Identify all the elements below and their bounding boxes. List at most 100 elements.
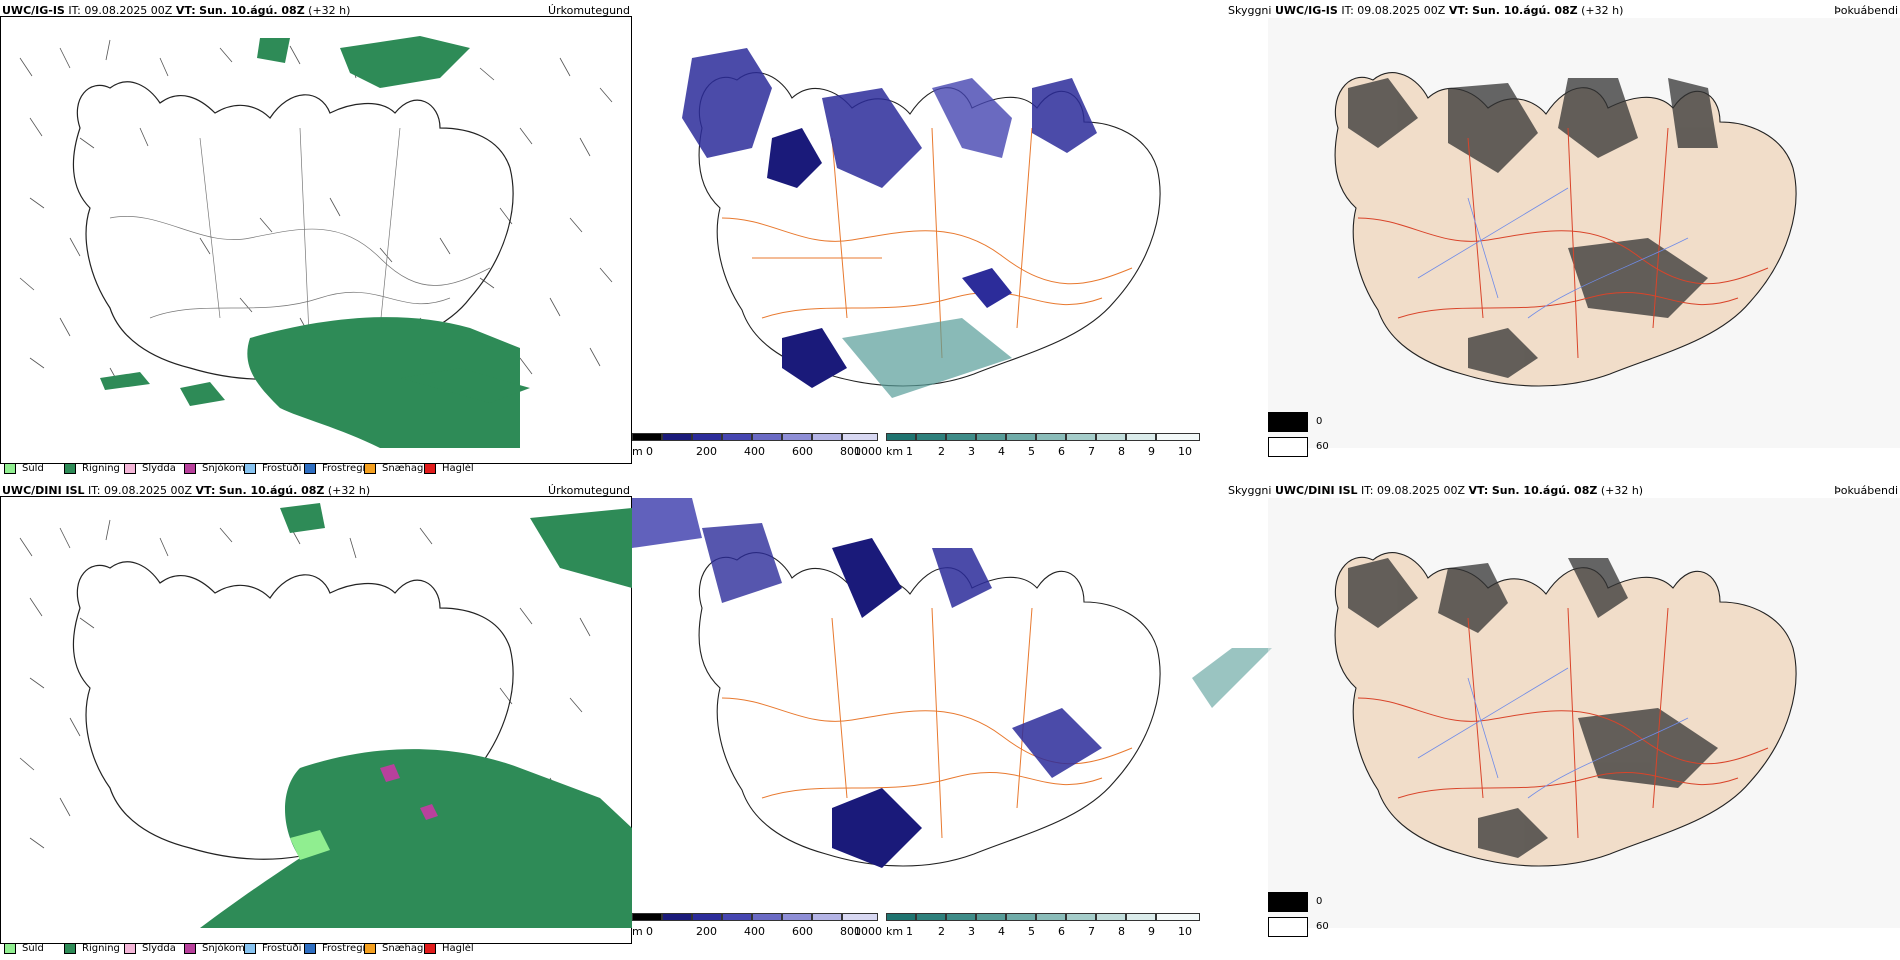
model-name: UWC/IG-IS — [1274, 4, 1338, 17]
legend-label: Snjókoma — [202, 462, 252, 474]
legend-snow: Snjókoma — [184, 940, 251, 956]
vis-seg — [1126, 433, 1156, 441]
rain-patches — [200, 503, 632, 928]
visibility-title: Skyggni — [1228, 4, 1272, 17]
legend-label: Rigning — [82, 942, 120, 954]
vis-seg — [1066, 913, 1096, 921]
visibility-colorbar: km 1 2 3 4 5 6 7 8 9 10 — [886, 913, 1272, 938]
elev-tick: 200 — [696, 925, 717, 938]
legend-hail: Haglél — [424, 460, 476, 476]
vis-seg — [976, 913, 1006, 921]
fog-light-swatch — [1268, 917, 1308, 937]
elev-seg — [752, 433, 782, 441]
panel-header: UWC/IG-IS IT: 09.08.2025 00Z VT: Sun. 10… — [2, 4, 350, 17]
vis-tick: 10 — [1178, 925, 1192, 938]
vis-seg — [1066, 433, 1096, 441]
roads — [1357, 607, 1769, 839]
legend-snow-pellets: Snæhagl — [364, 460, 426, 476]
rivers — [1417, 187, 1689, 319]
panel-ig-fog: Skyggni UWC/IG-IS IT: 09.08.2025 00Z VT:… — [1228, 0, 1900, 480]
visibility-map — [632, 498, 1272, 868]
snow-pellets-swatch — [364, 942, 376, 954]
elev-tick: 600 — [792, 925, 813, 938]
vt-value: Sun. 10.ágú. 08Z — [199, 4, 305, 17]
elevation-cells — [682, 48, 1097, 398]
vis-tick: 3 — [968, 925, 975, 938]
fog-dark-swatch — [1268, 892, 1308, 912]
freezing-drizzle-swatch — [244, 942, 256, 954]
lead-time: (+32 h) — [327, 484, 371, 497]
elevation-cells — [632, 498, 1272, 868]
legend-label: Frostregn — [322, 462, 369, 474]
vt-label: VT: — [175, 4, 196, 17]
legend-drizzle: Súld — [4, 460, 56, 476]
map-frame — [0, 16, 632, 464]
elev-seg — [722, 913, 752, 921]
legend-label: Frostregn — [322, 942, 369, 954]
fog-light-value: 60 — [1316, 921, 1329, 932]
vt-value: Sun. 10.ágú. 08Z — [1491, 484, 1598, 497]
drizzle-swatch — [4, 942, 16, 954]
model-name: UWC/DINI ISL — [1274, 484, 1358, 497]
vis-seg — [886, 913, 916, 921]
lead-time: (+32 h) — [308, 4, 351, 17]
elev-seg — [842, 433, 878, 441]
legend-label: Snæhagl — [382, 942, 427, 954]
precip-type-map — [19, 503, 632, 928]
freezing-drizzle-swatch — [244, 462, 256, 474]
legend-label: Súld — [22, 942, 44, 954]
sleet-swatch — [124, 462, 136, 474]
it-value: 09.08.2025 00Z — [1376, 484, 1465, 497]
drizzle-swatch — [4, 462, 16, 474]
panel-ig-precip-type: UWC/IG-IS IT: 09.08.2025 00Z VT: Sun. 10… — [0, 0, 632, 480]
legend-label: Súld — [22, 462, 44, 474]
snow-pellets-swatch — [364, 462, 376, 474]
rivers — [1417, 667, 1689, 799]
vis-seg — [1096, 433, 1126, 441]
panel-ig-visibility: m 0 200 400 600 800 1000 km 1 2 3 4 5 6 … — [632, 0, 1272, 480]
panel-header: Skyggni UWC/IG-IS IT: 09.08.2025 00Z VT:… — [1228, 4, 1623, 17]
fog-map — [1268, 18, 1900, 448]
vis-seg — [1156, 913, 1200, 921]
legend-snow-pellets: Snæhagl — [364, 940, 426, 956]
legend-label: Snæhagl — [382, 462, 427, 474]
vis-tick: 6 — [1058, 925, 1065, 938]
elev-seg — [812, 913, 842, 921]
vis-seg — [1156, 433, 1200, 441]
fog-light-swatch — [1268, 437, 1308, 457]
vis-seg — [1006, 433, 1036, 441]
it-label: IT: — [88, 484, 101, 497]
legend-freezing-rain: Frostregn — [304, 940, 369, 956]
legend-label: Frostúði — [262, 462, 302, 474]
legend-sleet: Slydda — [124, 460, 176, 476]
vis-tick: 5 — [1028, 445, 1035, 458]
snow-patches — [380, 764, 438, 820]
elev-seg — [632, 433, 662, 441]
fog-dark-value: 0 — [1316, 416, 1323, 427]
it-value: 09.08.2025 00Z — [104, 484, 193, 497]
iceland-outline — [698, 552, 1161, 867]
vis-seg — [1006, 913, 1036, 921]
elev-tick: 1000 — [854, 925, 882, 938]
elevation-colorbar: m 0 200 400 600 800 1000 — [632, 913, 882, 938]
it-value: 09.08.2025 00Z — [1357, 4, 1446, 17]
elev-tick: 0 — [646, 925, 653, 938]
snow-swatch — [184, 942, 196, 954]
wind-barbs — [19, 39, 613, 387]
elev-tick: 1000 — [854, 445, 882, 458]
legend-freezing-drizzle: Frostúði — [244, 940, 301, 956]
iceland-outline — [72, 561, 514, 860]
rain-patches — [100, 36, 530, 448]
legend-label: Slydda — [142, 942, 176, 954]
elev-tick: 800 — [840, 925, 861, 938]
panel-dini-precip-type: UWC/DINI ISL IT: 09.08.2025 00Z VT: Sun.… — [0, 480, 632, 960]
legend-label: Rigning — [82, 462, 120, 474]
precip-type-legend: Súld Rigning Slydda Snjókoma Frostúði Fr… — [4, 940, 484, 956]
vis-seg — [976, 433, 1006, 441]
fog-dark-value: 0 — [1316, 896, 1323, 907]
vt-label: VT: — [195, 484, 216, 497]
fog-dark-swatch — [1268, 412, 1308, 432]
it-label: IT: — [1361, 484, 1374, 497]
fog-map — [1268, 498, 1900, 928]
elev-tick: 800 — [840, 445, 861, 458]
